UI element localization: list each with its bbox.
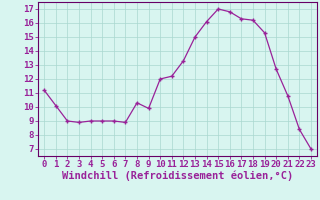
X-axis label: Windchill (Refroidissement éolien,°C): Windchill (Refroidissement éolien,°C) [62,171,293,181]
